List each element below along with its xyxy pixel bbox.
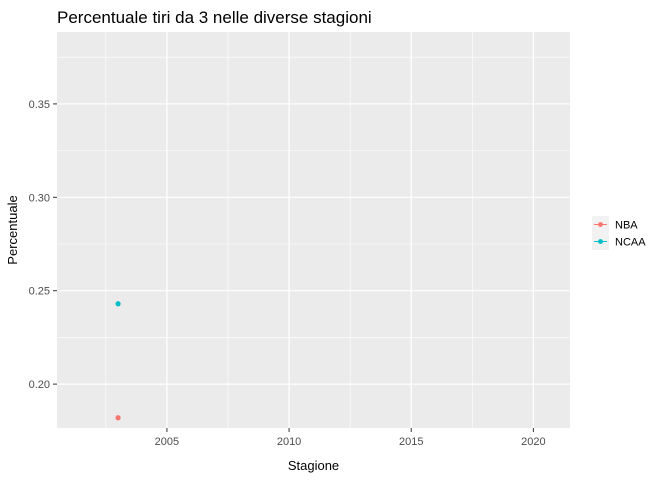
legend-key-point <box>598 239 603 244</box>
plot-panel <box>57 32 570 428</box>
point-ncaa <box>115 301 121 307</box>
y-tick-label: 0.20 <box>29 379 50 391</box>
x-tick-label: 2015 <box>399 436 423 448</box>
x-tick-label: 2005 <box>155 436 179 448</box>
point-nba <box>115 415 121 421</box>
x-tick-label: 2010 <box>277 436 301 448</box>
y-axis-title: Percentuale <box>5 195 20 264</box>
y-axis-ticks: 0.20 0.25 0.30 0.35 <box>29 99 57 391</box>
major-gridlines <box>57 32 570 428</box>
chart-title: Percentuale tiri da 3 nelle diverse stag… <box>57 8 372 27</box>
minor-gridlines <box>57 32 570 428</box>
y-tick-label: 0.35 <box>29 99 50 111</box>
y-tick-label: 0.25 <box>29 286 50 298</box>
x-tick-label: 2020 <box>521 436 545 448</box>
legend-key-point <box>598 222 603 227</box>
legend-label-nba: NBA <box>615 220 638 232</box>
legend-label-ncaa: NCAA <box>615 237 646 249</box>
x-axis-ticks: 2005 2010 2015 2020 <box>155 428 546 448</box>
legend: NBA NCAA <box>592 216 646 250</box>
data-points <box>115 301 121 421</box>
y-tick-label: 0.30 <box>29 192 50 204</box>
x-axis-title: Stagione <box>288 458 339 473</box>
